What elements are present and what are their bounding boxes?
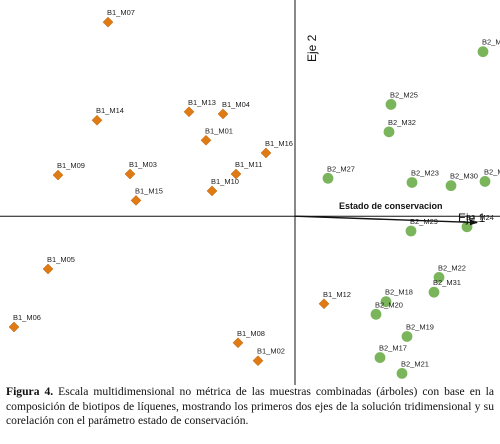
point-b2-m24 [461, 221, 473, 233]
point-b2-m31 [428, 286, 440, 298]
point-label: B2_M21 [401, 359, 429, 368]
point-label: B1_M04 [222, 100, 250, 109]
point-label: B2_M23 [411, 168, 439, 177]
point-label: B2_M30 [450, 172, 478, 181]
point-b1-m14 [91, 114, 103, 126]
point-label: B1_M07 [107, 8, 135, 17]
point-label: B1_M02 [257, 347, 285, 356]
point-b2-m26 [477, 46, 489, 58]
point-b1-m13 [183, 106, 195, 118]
point-b2-m17 [374, 352, 386, 363]
point-b2-m18 [380, 296, 392, 308]
point-b1-m09 [52, 169, 64, 181]
point-b1-m03 [124, 168, 136, 180]
point-label: B1_M06 [13, 313, 41, 322]
point-b2-m19 [401, 331, 413, 342]
caption-text: Escala multidimensional no métrica de la… [6, 385, 494, 428]
point-label: B2_M20 [375, 300, 403, 309]
point-b1-m04 [217, 108, 229, 120]
point-b2-m20 [370, 308, 382, 320]
point-b2-m30 [445, 180, 457, 192]
point-label: B2_M22 [438, 263, 466, 272]
point-label: B1_M01 [205, 126, 233, 135]
point-label: B2_M17 [379, 344, 407, 353]
point-b1-m07 [102, 16, 114, 28]
point-label: B1_M10 [211, 177, 239, 186]
vector-arrow [294, 215, 478, 226]
point-b1-m05 [42, 263, 54, 275]
point-label: B1_M05 [47, 255, 75, 264]
conservation-vector: Estado de conservacion [294, 201, 478, 226]
point-b2-m29 [405, 225, 417, 237]
point-label: B2_M18 [385, 288, 413, 297]
nmds-scatter-plot: B1_M07 B1_M13 B1_M04 B1_M14 B1_M01 B1_M16 B1_M… [0, 0, 500, 385]
data-points [8, 16, 491, 379]
axis-2-title: Eje 2 [305, 34, 319, 62]
axes [0, 0, 500, 385]
caption-label: Figura 4. [6, 385, 54, 398]
point-label: B1_M09 [57, 161, 85, 170]
point-label: B1_M12 [323, 290, 351, 299]
point-b1-m11 [230, 168, 242, 180]
point-b1-m06 [8, 321, 20, 333]
point-b2-m22 [433, 272, 445, 283]
point-b1-m10 [206, 185, 218, 197]
point-label: B1_M13 [188, 98, 216, 107]
figure-caption: Figura 4. Escala multidimensional no mét… [6, 385, 494, 429]
point-label: B2_M25 [390, 90, 418, 99]
point-b2-m25 [385, 99, 397, 110]
point-label: B1_M14 [96, 106, 124, 115]
point-b1-m16 [260, 147, 272, 159]
point-label: B1_M03 [129, 160, 157, 169]
point-label: B2_M29 [410, 217, 438, 226]
point-b2-m32 [383, 126, 395, 138]
point-label: B2_M32 [388, 118, 416, 127]
point-label: B1_M11 [235, 160, 262, 169]
vector-label: Estado de conservacion [339, 201, 443, 211]
point-b2-m21 [396, 367, 408, 379]
point-b2-m27 [322, 172, 334, 184]
point-label: B2_M27 [327, 164, 355, 173]
point-b1-m12 [318, 298, 330, 310]
point-b1-m15 [130, 195, 142, 206]
point-label: B2_M24 [466, 213, 494, 222]
axis-1-title: Eje 1 [458, 211, 486, 225]
point-labels: B1_M07 B1_M13 B1_M04 B1_M14 B1_M01 B1_M16 B1_M… [13, 8, 500, 368]
point-b2-m23 [406, 177, 418, 188]
point-label: B1_M15 [135, 186, 163, 195]
point-label: B2_M28 [484, 167, 500, 176]
point-label: B1_M08 [237, 329, 265, 338]
point-b1-m02 [252, 355, 264, 367]
point-label: B2_M26 [482, 38, 500, 47]
point-b1-m01 [200, 134, 212, 146]
point-label: B2_M31 [433, 278, 461, 287]
point-label: B1_M16 [265, 139, 293, 148]
point-label: B2_M19 [406, 322, 434, 331]
point-b1-m08 [232, 337, 244, 349]
point-b2-m28 [479, 176, 491, 187]
